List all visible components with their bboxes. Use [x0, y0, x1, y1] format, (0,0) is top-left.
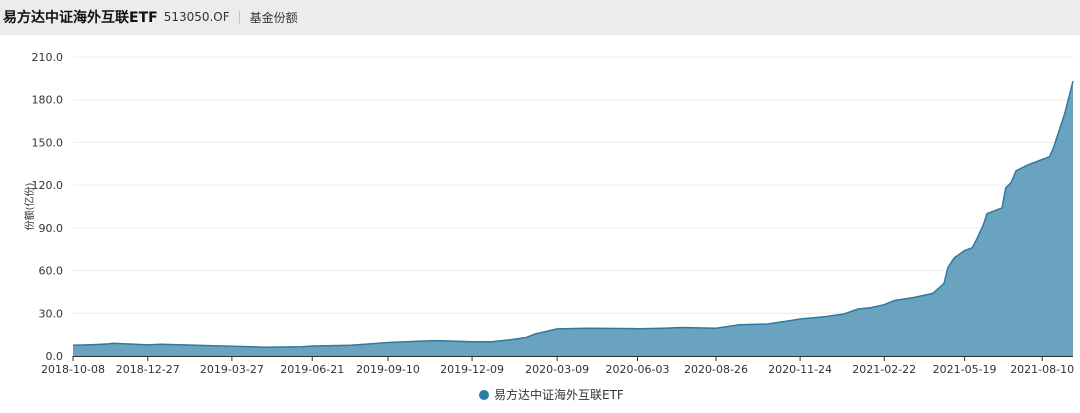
- y-tick-label: 90.0: [39, 222, 64, 235]
- data-point[interactable]: [882, 303, 886, 307]
- data-point[interactable]: [893, 299, 897, 303]
- data-point[interactable]: [856, 307, 860, 311]
- data-point[interactable]: [71, 343, 75, 347]
- data-point[interactable]: [981, 223, 985, 227]
- x-tick-label: 2018-12-27: [116, 363, 180, 376]
- x-tick-label: 2021-02-22: [852, 363, 916, 376]
- data-point[interactable]: [509, 338, 513, 342]
- y-tick-label: 30.0: [39, 307, 64, 320]
- data-point[interactable]: [985, 212, 989, 216]
- fund-name: 易方达中证海外互联ETF: [3, 10, 158, 26]
- data-point[interactable]: [263, 345, 267, 349]
- data-point[interactable]: [1048, 155, 1052, 159]
- data-point[interactable]: [952, 256, 956, 260]
- axis-layer: 0.0 30.0 60.0 90.0 120.0 150.0 180.0 210.0 2018-…: [23, 51, 1074, 376]
- x-tick-label: 2019-12-09: [440, 363, 504, 376]
- series-area[interactable]: [73, 81, 1073, 356]
- data-point[interactable]: [963, 249, 967, 253]
- data-point[interactable]: [585, 326, 589, 330]
- y-tick-label: 180.0: [32, 94, 64, 107]
- data-point[interactable]: [111, 341, 115, 345]
- x-tick-label: 2020-11-24: [768, 363, 832, 376]
- fund-code: 513050.OF: [163, 10, 230, 24]
- x-tick-label: 2020-03-09: [525, 363, 589, 376]
- data-point[interactable]: [349, 343, 353, 347]
- chart-panel: 0.0 30.0 60.0 90.0 120.0 150.0 180.0 210.0 2018-…: [0, 35, 1080, 413]
- data-point[interactable]: [662, 326, 666, 330]
- area-layer: [71, 79, 1075, 356]
- data-point[interactable]: [737, 323, 741, 327]
- data-point[interactable]: [1063, 112, 1067, 116]
- x-tick-label: 2021-08-10: [1010, 363, 1074, 376]
- data-point[interactable]: [679, 326, 683, 330]
- data-point[interactable]: [765, 322, 769, 326]
- series-line: [72, 81, 1074, 348]
- x-tick-label: 2019-09-10: [356, 363, 420, 376]
- grid-layer: [73, 56, 1073, 314]
- data-point[interactable]: [300, 345, 304, 349]
- header-divider: [238, 10, 240, 24]
- legend-layer: 易方达中证海外互联ETF: [479, 387, 624, 402]
- data-point[interactable]: [714, 326, 718, 330]
- data-point[interactable]: [1009, 180, 1013, 184]
- data-point[interactable]: [1071, 79, 1075, 83]
- data-point[interactable]: [1051, 146, 1055, 150]
- data-point[interactable]: [636, 327, 640, 331]
- data-point[interactable]: [785, 319, 789, 323]
- tab-fund-shares[interactable]: 基金份额: [249, 10, 298, 25]
- y-tick-label: 0.0: [46, 350, 64, 363]
- x-tick-label: 2020-06-03: [606, 363, 670, 376]
- data-point[interactable]: [107, 342, 111, 346]
- data-point[interactable]: [798, 317, 802, 321]
- data-point[interactable]: [93, 343, 97, 347]
- data-point[interactable]: [230, 344, 234, 348]
- y-axis-label: 份额(亿份): [23, 183, 36, 231]
- x-tick-label: 2019-03-27: [200, 363, 264, 376]
- y-tick-label: 150.0: [32, 136, 64, 149]
- y-tick-label: 60.0: [39, 265, 64, 278]
- data-point[interactable]: [869, 306, 873, 310]
- data-point[interactable]: [1014, 169, 1018, 173]
- data-point[interactable]: [1040, 158, 1044, 162]
- x-tick-label: 2021-05-19: [933, 363, 997, 376]
- y-tick-label: 210.0: [32, 51, 64, 64]
- data-point[interactable]: [310, 344, 314, 348]
- data-point[interactable]: [490, 340, 494, 344]
- x-tick-label: 2018-10-08: [41, 363, 105, 376]
- legend-label[interactable]: 易方达中证海外互联ETF: [494, 387, 624, 402]
- data-point[interactable]: [822, 315, 826, 319]
- data-point[interactable]: [470, 340, 474, 344]
- data-point[interactable]: [842, 312, 846, 316]
- fund-shares-area-chart: 0.0 30.0 60.0 90.0 120.0 150.0 180.0 210.0 2018-…: [23, 51, 1075, 402]
- data-point[interactable]: [146, 343, 150, 347]
- data-point[interactable]: [524, 336, 528, 340]
- data-point[interactable]: [534, 332, 538, 336]
- data-point[interactable]: [555, 327, 559, 331]
- y-tick-label: 120.0: [32, 179, 64, 192]
- data-point[interactable]: [931, 291, 935, 295]
- data-point[interactable]: [911, 296, 915, 300]
- legend-marker: [479, 390, 489, 400]
- data-point[interactable]: [419, 339, 423, 343]
- header-bar: 易方达中证海外互联ETF 513050.OF 基金份额: [0, 0, 1080, 34]
- data-point[interactable]: [1057, 129, 1061, 133]
- data-point[interactable]: [159, 342, 163, 346]
- data-point[interactable]: [942, 281, 946, 285]
- data-point[interactable]: [1004, 186, 1008, 190]
- data-point[interactable]: [435, 339, 439, 343]
- data-point[interactable]: [386, 341, 390, 345]
- data-point[interactable]: [970, 246, 974, 250]
- x-tick-label: 2019-06-21: [280, 363, 344, 376]
- x-tick-label: 2020-08-26: [684, 363, 748, 376]
- data-point[interactable]: [1025, 163, 1029, 167]
- data-point[interactable]: [1000, 206, 1004, 210]
- data-point[interactable]: [946, 266, 950, 270]
- data-point[interactable]: [975, 237, 979, 241]
